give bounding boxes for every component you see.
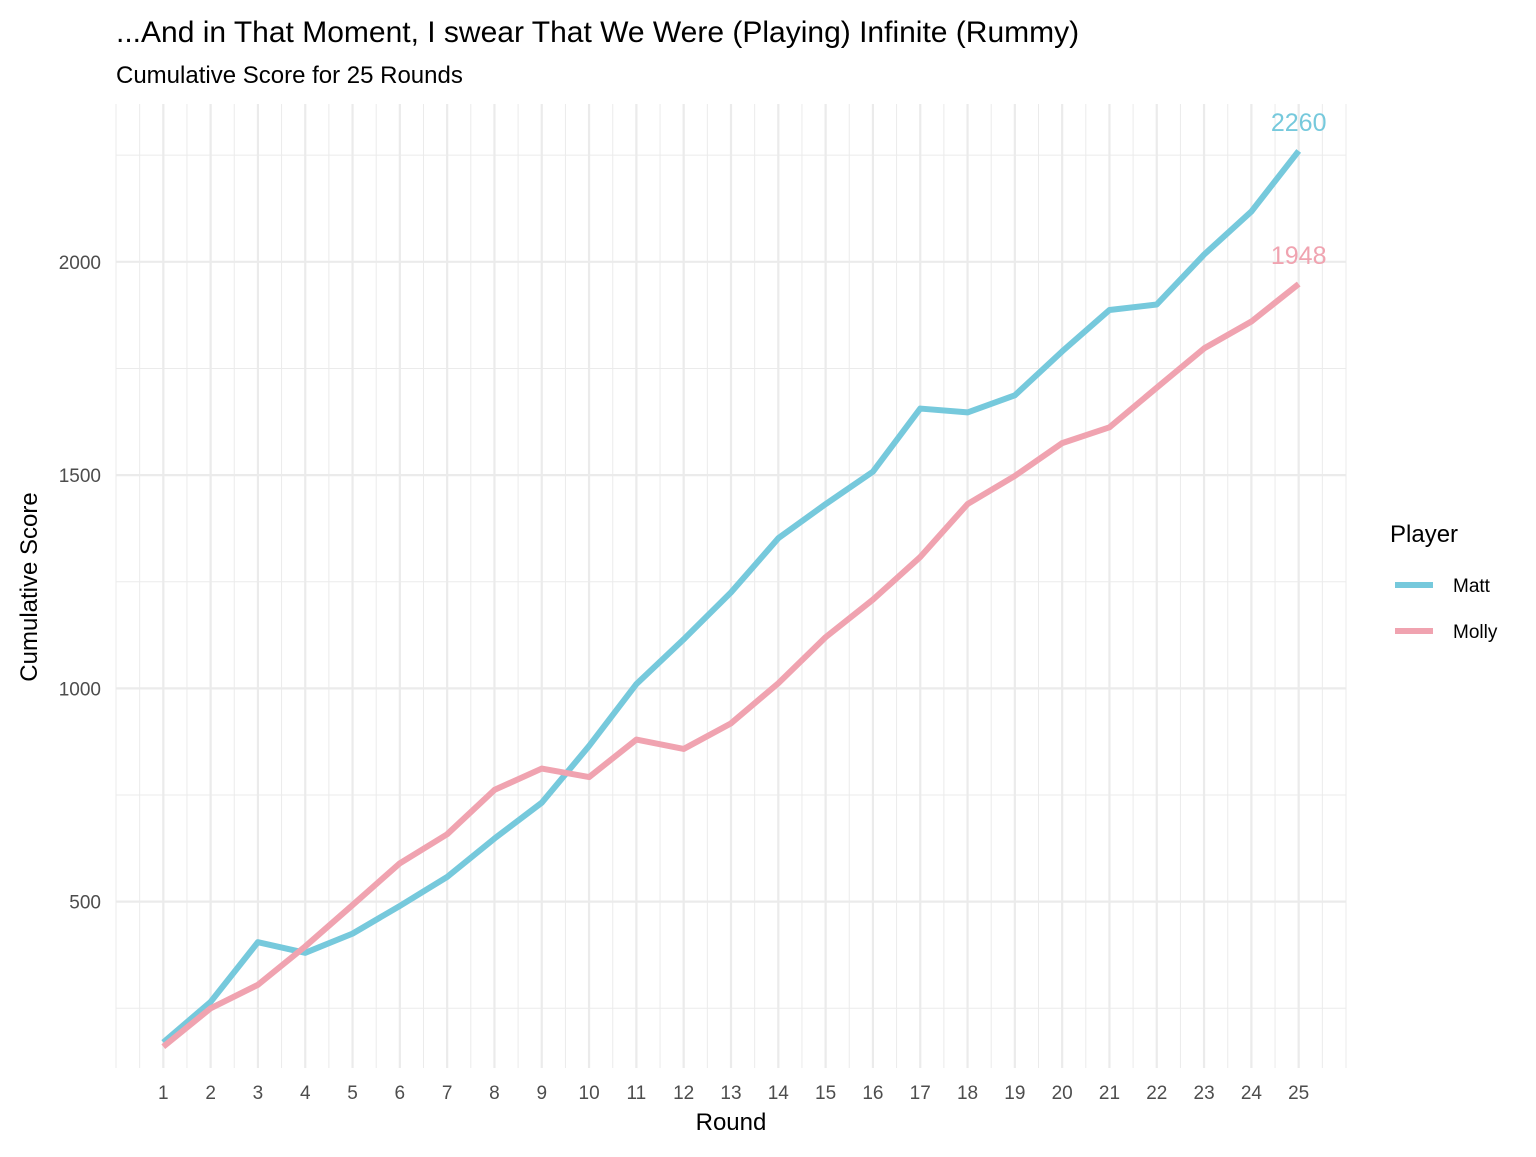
series-line-matt bbox=[161, 149, 1302, 1045]
y-tick-label: 1000 bbox=[59, 679, 101, 700]
x-tick-label: 18 bbox=[957, 1083, 978, 1104]
x-tick-label: 4 bbox=[300, 1083, 311, 1104]
x-tick-label: 14 bbox=[768, 1083, 790, 1104]
x-tick-label: 17 bbox=[910, 1083, 931, 1104]
x-tick-label: 8 bbox=[489, 1083, 500, 1104]
end-labels: 2260 1948 bbox=[1271, 109, 1327, 270]
x-tick-label: 20 bbox=[1052, 1083, 1073, 1104]
chart-subtitle: Cumulative Score for 25 Rounds bbox=[116, 62, 463, 89]
chart-title: ...And in That Moment, I swear That We W… bbox=[116, 16, 1079, 49]
legend-title: Player bbox=[1390, 521, 1458, 548]
x-tick-label: 16 bbox=[862, 1083, 883, 1104]
x-tick-label: 5 bbox=[347, 1083, 358, 1104]
legend-label: Molly bbox=[1453, 622, 1498, 643]
x-tick-label: 13 bbox=[720, 1083, 741, 1104]
series-line-molly bbox=[161, 281, 1301, 1049]
x-tick-label: 21 bbox=[1099, 1083, 1120, 1104]
x-tick-label: 24 bbox=[1241, 1083, 1263, 1104]
x-tick-label: 3 bbox=[253, 1083, 264, 1104]
x-tick-label: 15 bbox=[815, 1083, 836, 1104]
x-tick-label: 23 bbox=[1194, 1083, 1215, 1104]
y-tick-label: 1500 bbox=[59, 466, 101, 487]
legend: Player Matt Molly bbox=[1390, 521, 1498, 643]
x-tick-label: 11 bbox=[627, 1083, 647, 1104]
x-tick-label: 6 bbox=[395, 1083, 406, 1104]
x-tick-label: 25 bbox=[1288, 1083, 1309, 1104]
x-tick-label: 7 bbox=[442, 1083, 453, 1104]
axes: 1 2 3 4 5 6 7 8 9 10 11 12 13 14 15 16 17 18 19 20 21 22 23 24 2… bbox=[59, 253, 1310, 1104]
x-tick-label: 2 bbox=[205, 1083, 216, 1104]
end-value-label: 2260 bbox=[1271, 109, 1327, 137]
legend-label: Matt bbox=[1453, 576, 1491, 597]
y-tick-label: 500 bbox=[69, 893, 101, 914]
x-tick-label: 19 bbox=[1004, 1083, 1025, 1104]
end-value-label: 1948 bbox=[1271, 242, 1327, 270]
x-axis-label: Round bbox=[696, 1109, 767, 1136]
x-tick-label: 1 bbox=[158, 1083, 169, 1104]
x-tick-label: 9 bbox=[536, 1083, 547, 1104]
y-axis-label: Cumulative Score bbox=[16, 492, 43, 681]
y-tick-label: 2000 bbox=[59, 253, 101, 274]
x-tick-label: 22 bbox=[1146, 1083, 1167, 1104]
x-tick-label: 10 bbox=[579, 1083, 600, 1104]
x-tick-label: 12 bbox=[673, 1083, 694, 1104]
grid bbox=[115, 104, 1347, 1068]
series-lines bbox=[161, 149, 1302, 1049]
